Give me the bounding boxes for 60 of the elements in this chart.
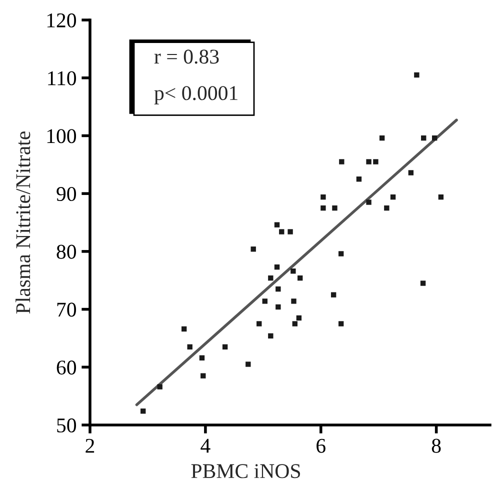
point	[384, 205, 390, 211]
point	[414, 72, 420, 78]
y-tick-label: 60	[56, 360, 76, 375]
point	[274, 264, 280, 270]
point	[438, 194, 444, 200]
point	[420, 280, 426, 286]
point	[262, 298, 268, 304]
y-tick-label: 100	[47, 129, 76, 144]
point	[390, 194, 396, 200]
point	[256, 321, 262, 326]
y-tick-label: 70	[57, 302, 76, 317]
point	[379, 135, 385, 141]
point	[320, 194, 326, 200]
point	[274, 222, 280, 228]
point	[291, 298, 296, 304]
y-tick-label: 120	[47, 13, 76, 28]
y-tick-label: 50	[57, 418, 76, 432]
point	[338, 251, 344, 256]
x-tick-label: 4	[200, 438, 210, 453]
point	[222, 344, 228, 350]
point	[296, 315, 302, 321]
y-axis-title: Plasma Nitrite/Nitrate	[16, 132, 30, 314]
point	[408, 170, 414, 176]
point	[290, 268, 296, 274]
point	[330, 292, 336, 298]
point	[140, 408, 146, 414]
point	[279, 229, 284, 234]
point	[298, 275, 303, 281]
x-tick-label: 6	[316, 438, 326, 453]
y-tick-label: 110	[48, 71, 76, 86]
y-tick-label: 80	[56, 244, 76, 259]
annotation: r = 0.83	[154, 50, 219, 64]
annotation: p< 0.0001	[154, 86, 238, 104]
point	[338, 321, 344, 326]
point	[356, 176, 362, 182]
point	[366, 200, 372, 205]
point	[276, 286, 281, 292]
x-axis-title: PBMC iNOS	[191, 464, 300, 478]
point	[432, 135, 438, 141]
y-tick-label: 90	[56, 186, 76, 202]
point	[199, 355, 205, 360]
point	[292, 321, 298, 326]
point	[421, 135, 426, 141]
point	[157, 384, 162, 390]
point	[181, 326, 187, 332]
point	[373, 159, 378, 164]
point	[246, 362, 251, 367]
point	[332, 205, 338, 211]
point	[268, 275, 274, 281]
x-tick-label: 2	[86, 438, 94, 453]
point	[276, 304, 281, 310]
point	[339, 159, 344, 164]
point	[366, 159, 372, 164]
x-tick-label: 8	[432, 438, 441, 453]
point	[268, 333, 274, 338]
point	[320, 205, 326, 211]
point	[250, 246, 256, 252]
point	[187, 344, 192, 350]
point	[200, 373, 206, 378]
point	[288, 229, 293, 234]
